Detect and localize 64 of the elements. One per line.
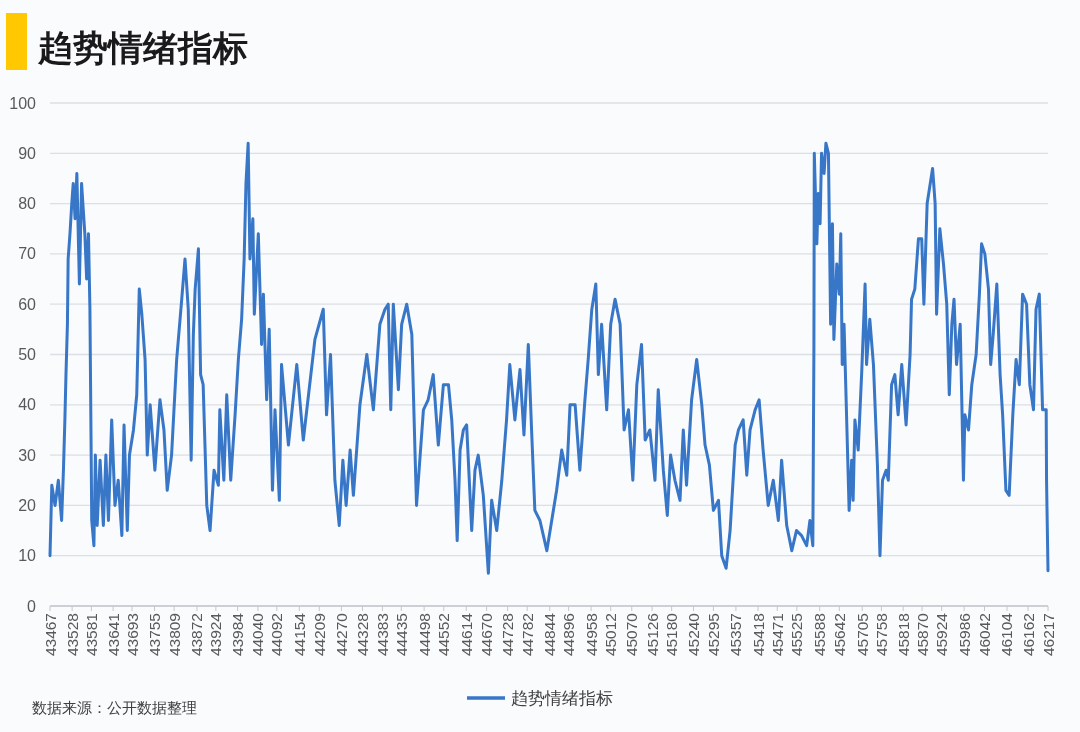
x-tick-label: 44498 [415, 613, 433, 657]
x-tick-label: 45012 [602, 613, 620, 657]
y-tick-label: 70 [18, 245, 37, 263]
y-tick-label: 90 [18, 144, 37, 162]
x-tick-label: 43755 [146, 613, 164, 657]
x-tick-label: 43924 [207, 612, 225, 657]
y-tick-label: 80 [18, 195, 37, 213]
x-tick-label: 45986 [955, 613, 973, 657]
x-tick-label: 44040 [249, 612, 267, 657]
x-tick-label: 45126 [643, 613, 661, 657]
x-tick-label: 43693 [123, 613, 141, 657]
x-tick-label: 44328 [353, 613, 371, 657]
x-tick-label: 44270 [332, 612, 350, 657]
x-tick-label: 46217 [1039, 613, 1057, 657]
chart-title: 趋势情绪指标 [37, 28, 248, 67]
x-tick-label: 45180 [663, 612, 681, 657]
x-tick-label: 45924 [933, 612, 951, 657]
x-tick-label: 44383 [373, 613, 391, 657]
x-tick-label: 44154 [290, 612, 308, 657]
y-tick-label: 50 [18, 346, 37, 363]
x-tick-label: 43872 [188, 613, 206, 657]
x-tick-label: 44958 [582, 613, 600, 657]
x-tick-label: 43809 [165, 613, 183, 657]
legend-label: 趋势情绪指标 [511, 688, 613, 708]
x-tick-label: 46042 [975, 613, 993, 657]
x-tick-label: 44552 [435, 613, 453, 657]
x-tick-label: 45471 [768, 613, 786, 657]
source-note: 数据来源：公开数据整理 [32, 699, 197, 716]
x-tick-label: 44209 [310, 613, 328, 657]
x-tick-label: 45870 [913, 612, 931, 657]
x-tick-label: 43581 [82, 613, 100, 657]
y-tick-label: 0 [27, 597, 37, 615]
y-tick-label: 100 [9, 94, 37, 112]
line-series [48, 141, 1050, 575]
x-tick-label: 45525 [788, 613, 806, 657]
x-tick-label: 45818 [894, 613, 912, 657]
x-tick-label: 43467 [41, 613, 59, 657]
x-tick-label: 44844 [541, 612, 559, 657]
x-tick-label: 44896 [560, 613, 578, 657]
x-tick-label: 46104 [998, 612, 1016, 657]
x-tick-label: 45705 [853, 613, 871, 657]
y-tick-label: 60 [18, 295, 37, 313]
x-tick-label: 45642 [830, 613, 848, 657]
x-tick-label: 45758 [872, 613, 890, 657]
x-tick-label: 44614 [457, 612, 475, 657]
x-tick-label: 45418 [749, 613, 767, 657]
y-tick-label: 10 [18, 547, 37, 565]
x-tick-label: 43641 [104, 613, 122, 657]
x-tick-label: 43528 [63, 613, 81, 657]
y-tick-label: 20 [18, 496, 37, 514]
x-tick-label: 44670 [478, 612, 496, 657]
x-tick-label: 45295 [704, 613, 722, 657]
x-tick-label: 45357 [727, 613, 745, 657]
x-tick-label: 43984 [229, 612, 247, 657]
x-tick-label: 45240 [684, 612, 702, 657]
x-tick-label: 44728 [499, 613, 517, 657]
x-tick-label: 44092 [268, 613, 286, 657]
x-tick-label: 46162 [1019, 613, 1037, 657]
x-tick-label: 45070 [623, 612, 641, 657]
x-tick-label: 45588 [811, 613, 829, 657]
x-tick-label: 44435 [392, 613, 410, 657]
x-tick-label: 44782 [518, 613, 536, 657]
y-tick-label: 40 [18, 396, 37, 414]
y-tick-label: 30 [18, 446, 37, 464]
